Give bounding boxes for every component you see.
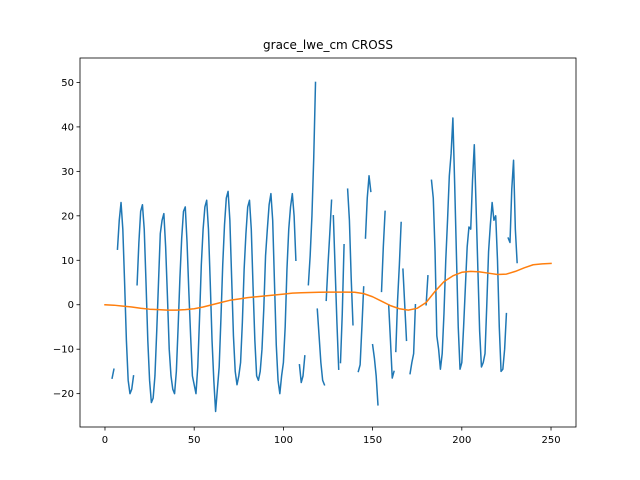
series-1-line-segment-15 — [387, 303, 395, 379]
y-tick-label: 20 — [61, 211, 74, 222]
y-tick-label: 30 — [61, 167, 74, 178]
series-1-line-segment-14 — [380, 210, 386, 293]
plot-area — [80, 58, 576, 427]
series-1-line-segment-4 — [298, 355, 306, 384]
series-1-line-segment-13 — [371, 343, 379, 406]
y-tick-label: −10 — [53, 345, 74, 356]
series-1-line-segment-1 — [111, 368, 115, 379]
series-1-line-segment-11 — [357, 286, 365, 373]
y-tick-label: 50 — [61, 78, 74, 89]
x-tick-label: 200 — [452, 435, 471, 446]
series-1-line-segment-3 — [136, 190, 297, 413]
series-1-line-segment-19 — [425, 275, 429, 306]
plot-frame — [79, 57, 577, 428]
series-1-line-segment-5 — [307, 81, 317, 286]
series-1-line-segment-20 — [430, 117, 508, 373]
series-1-line-segment-18 — [409, 303, 417, 375]
series-1-line-segment-7 — [325, 199, 333, 302]
series-layer — [104, 81, 552, 413]
series-1-line-segment-9 — [339, 243, 345, 364]
x-tick-label: 150 — [363, 435, 382, 446]
series-1-line-segment-10 — [346, 188, 354, 326]
series-1-line-segment-16 — [395, 221, 402, 353]
x-tick-label: 250 — [541, 435, 560, 446]
series-1-line-segment-2 — [116, 201, 135, 395]
x-tick-label: 100 — [274, 435, 293, 446]
y-tick-label: 0 — [68, 300, 74, 311]
axes-layer: 0 50 100 150 200 250 −20 −10 0 10 20 30 40 50 — [53, 78, 561, 446]
series-1-line-segment-12 — [364, 175, 372, 239]
series-2-line-segment-1 — [104, 262, 552, 311]
series-1-line-segment-17 — [402, 268, 408, 342]
series-1-line-segment-21 — [507, 159, 518, 264]
y-tick-label: 10 — [61, 256, 74, 267]
series-1-line-segment-8 — [332, 215, 340, 370]
series-1-line-segment-6 — [316, 308, 326, 386]
y-tick-label: 40 — [61, 122, 74, 133]
x-tick-label: 50 — [188, 435, 201, 446]
y-tick-label: −20 — [53, 389, 74, 400]
x-tick-label: 0 — [102, 435, 108, 446]
chart-title: grace_lwe_cm CROSS — [263, 38, 393, 52]
